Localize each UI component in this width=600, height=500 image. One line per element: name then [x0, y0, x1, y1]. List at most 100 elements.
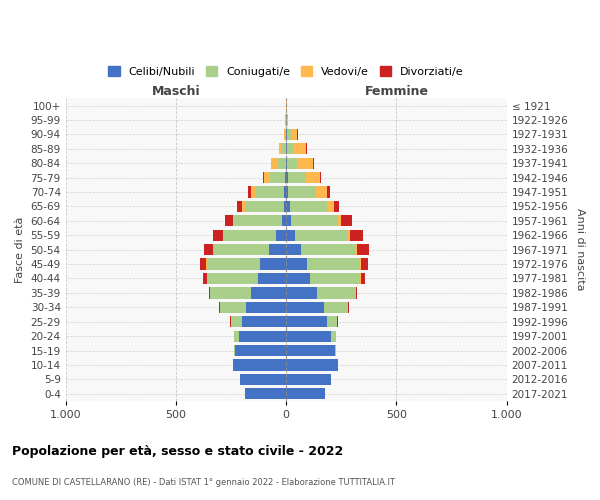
- Text: Maschi: Maschi: [152, 86, 200, 98]
- Bar: [286, 186, 289, 198]
- Bar: [207, 273, 257, 284]
- Bar: [286, 302, 323, 313]
- Bar: [286, 201, 290, 212]
- Bar: [286, 330, 331, 342]
- Bar: [323, 302, 348, 313]
- Bar: [286, 129, 287, 140]
- Bar: [286, 230, 295, 241]
- Bar: [335, 345, 336, 356]
- Bar: [284, 129, 285, 140]
- Bar: [235, 345, 286, 356]
- Text: Femmine: Femmine: [364, 86, 428, 98]
- Bar: [338, 215, 341, 226]
- Bar: [287, 129, 290, 140]
- Bar: [350, 230, 363, 241]
- Bar: [251, 288, 286, 298]
- Bar: [341, 215, 352, 226]
- Text: Popolazione per età, sesso e stato civile - 2022: Popolazione per età, sesso e stato civil…: [12, 445, 343, 458]
- Bar: [240, 374, 286, 385]
- Bar: [200, 258, 206, 270]
- Bar: [285, 129, 286, 140]
- Bar: [310, 273, 360, 284]
- Bar: [220, 302, 247, 313]
- Bar: [251, 186, 256, 198]
- Bar: [256, 186, 284, 198]
- Y-axis label: Fasce di età: Fasce di età: [15, 216, 25, 283]
- Bar: [301, 244, 356, 256]
- Bar: [219, 302, 220, 313]
- Bar: [233, 360, 286, 370]
- Bar: [282, 215, 286, 226]
- Bar: [348, 230, 350, 241]
- Bar: [235, 215, 282, 226]
- Bar: [286, 273, 310, 284]
- Bar: [257, 273, 286, 284]
- Bar: [204, 244, 213, 256]
- Bar: [230, 316, 231, 328]
- Bar: [248, 186, 251, 198]
- Bar: [279, 143, 283, 154]
- Bar: [214, 244, 269, 256]
- Bar: [242, 316, 286, 328]
- Bar: [239, 330, 286, 342]
- Bar: [286, 374, 331, 385]
- Bar: [260, 258, 286, 270]
- Bar: [286, 158, 287, 169]
- Bar: [283, 143, 286, 154]
- Bar: [247, 302, 286, 313]
- Bar: [290, 129, 297, 140]
- Bar: [284, 186, 286, 198]
- Bar: [286, 345, 335, 356]
- Bar: [214, 230, 223, 241]
- Bar: [264, 172, 269, 183]
- Bar: [207, 258, 260, 270]
- Bar: [287, 114, 288, 126]
- Bar: [225, 215, 233, 226]
- Bar: [297, 158, 313, 169]
- Bar: [320, 172, 321, 183]
- Bar: [360, 258, 361, 270]
- Bar: [337, 316, 338, 328]
- Bar: [286, 258, 307, 270]
- Bar: [357, 244, 369, 256]
- Bar: [286, 215, 290, 226]
- Bar: [286, 288, 317, 298]
- Bar: [361, 273, 365, 284]
- Bar: [306, 143, 307, 154]
- Bar: [269, 244, 286, 256]
- Bar: [286, 143, 287, 154]
- Bar: [327, 316, 337, 328]
- Bar: [269, 172, 285, 183]
- Bar: [203, 273, 207, 284]
- Bar: [213, 244, 214, 256]
- Bar: [242, 201, 245, 212]
- Bar: [210, 288, 251, 298]
- Bar: [327, 201, 334, 212]
- Bar: [245, 201, 284, 212]
- Text: COMUNE DI CASTELLARANO (RE) - Dati ISTAT 1° gennaio 2022 - Elaborazione TUTTITAL: COMUNE DI CASTELLARANO (RE) - Dati ISTAT…: [12, 478, 395, 487]
- Bar: [276, 230, 286, 241]
- Bar: [284, 201, 286, 212]
- Bar: [224, 230, 276, 241]
- Bar: [334, 201, 339, 212]
- Bar: [356, 288, 358, 298]
- Bar: [317, 288, 356, 298]
- Bar: [209, 288, 210, 298]
- Bar: [290, 201, 327, 212]
- Bar: [313, 158, 314, 169]
- Legend: Celibi/Nubili, Coniugati/e, Vedovi/e, Divorziati/e: Celibi/Nubili, Coniugati/e, Vedovi/e, Di…: [104, 62, 469, 81]
- Bar: [286, 388, 325, 400]
- Bar: [245, 388, 286, 400]
- Bar: [223, 230, 224, 241]
- Bar: [293, 143, 306, 154]
- Bar: [286, 316, 327, 328]
- Bar: [286, 244, 301, 256]
- Bar: [286, 114, 287, 126]
- Bar: [307, 258, 360, 270]
- Bar: [305, 172, 320, 183]
- Bar: [235, 330, 239, 342]
- Bar: [271, 158, 278, 169]
- Bar: [233, 215, 235, 226]
- Bar: [285, 172, 286, 183]
- Bar: [278, 158, 286, 169]
